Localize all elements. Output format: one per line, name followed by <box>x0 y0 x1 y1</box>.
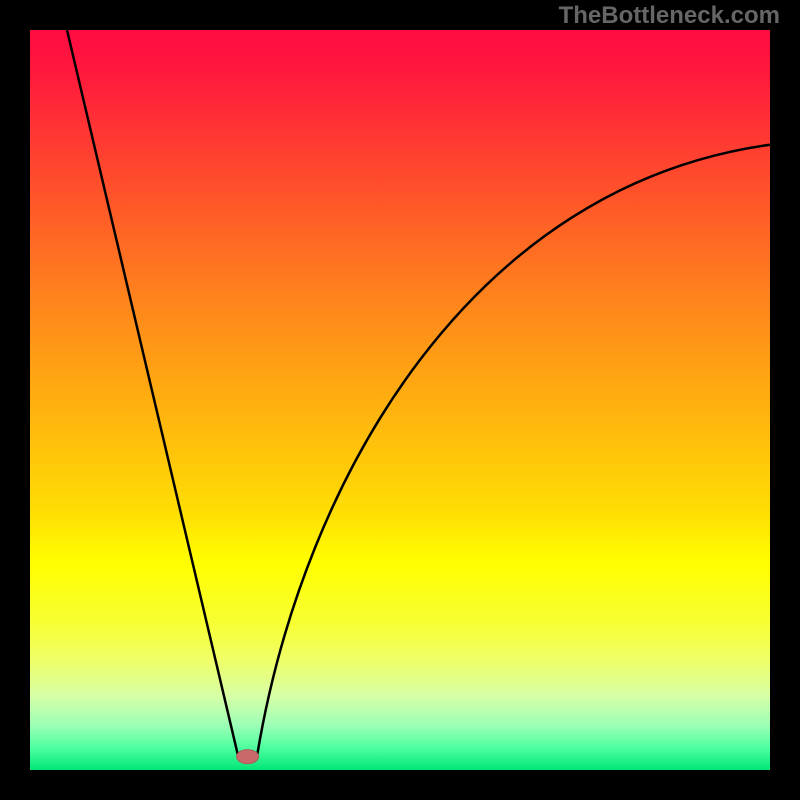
sweet-spot-marker <box>237 750 259 764</box>
plot-background <box>30 30 770 770</box>
bottleneck-chart <box>0 0 800 800</box>
chart-container: TheBottleneck.com <box>0 0 800 800</box>
watermark-text: TheBottleneck.com <box>559 2 780 30</box>
